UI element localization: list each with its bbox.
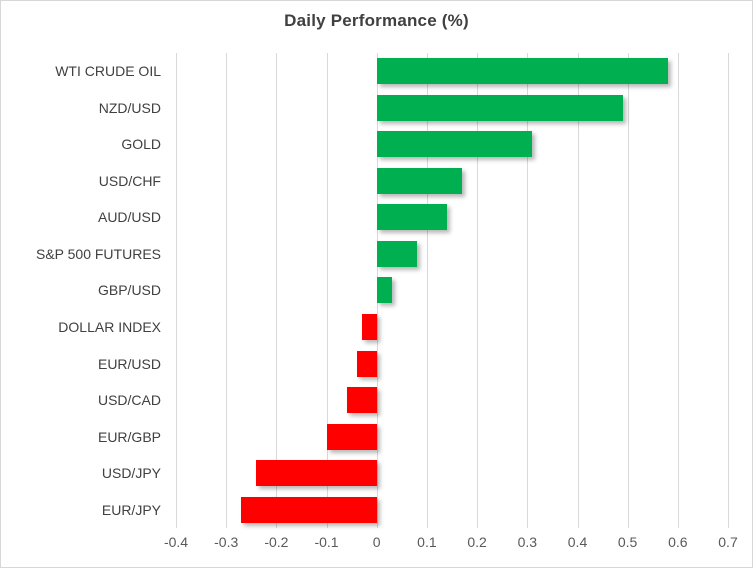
chart-title: Daily Performance (%) [284, 11, 469, 30]
bar-row [176, 345, 728, 382]
bar-row [176, 90, 728, 127]
bar-row [176, 382, 728, 419]
category-label: USD/CAD [97, 392, 161, 409]
value-axis: -0.4 -0.3 -0.2 -0.1 0 0.1 0.2 0.3 0.4 0.5 0.6 0.7 [164, 534, 738, 558]
bar-row [176, 309, 728, 346]
category-label: DOLLAR INDEX [58, 319, 161, 336]
gridline [627, 53, 629, 528]
performance-bar [361, 314, 377, 341]
bar-row [176, 455, 728, 492]
x-tick-label: 0.6 [668, 534, 688, 550]
gridline [426, 53, 428, 528]
gridline [477, 53, 479, 528]
gridline [577, 53, 579, 528]
x-tick-label: 0.1 [417, 534, 437, 550]
category-label: EUR/GBP [97, 428, 161, 445]
category-axis: WTI CRUDE OIL NZD/USD GOLD USD/CHF AUD/USD S&… [1, 53, 161, 528]
category-label: GOLD [121, 136, 161, 153]
performance-bar [376, 131, 533, 158]
bar-row [176, 418, 728, 455]
x-tick-label: 0.4 [567, 534, 588, 550]
gridline [527, 53, 529, 528]
gridline [728, 53, 729, 528]
bar-row [176, 163, 728, 200]
x-tick-label: 0.3 [517, 534, 538, 550]
plot-area [176, 53, 729, 529]
performance-bar [376, 58, 668, 85]
x-tick-label: 0 [372, 534, 381, 550]
bar-row [176, 272, 728, 309]
performance-bar [376, 240, 417, 267]
bar-row [176, 236, 728, 273]
gridline [677, 53, 679, 528]
performance-bar [376, 277, 392, 304]
performance-bar [346, 387, 377, 414]
category-label: NZD/USD [98, 99, 161, 116]
performance-bar [376, 204, 447, 231]
category-label: GBP/USD [97, 282, 161, 299]
x-tick-label: 0.5 [617, 534, 638, 550]
performance-bar [256, 460, 377, 487]
gridline [176, 53, 177, 528]
x-tick-label: 0.2 [467, 534, 487, 550]
gridline [326, 53, 328, 528]
bar-row [176, 199, 728, 236]
x-tick-label: -0.4 [163, 534, 189, 550]
category-label: S&P 500 FUTURES [35, 245, 161, 262]
category-label: EUR/JPY [101, 501, 161, 518]
performance-bar [326, 423, 377, 450]
x-tick-label: -0.2 [264, 534, 289, 550]
category-label: USD/CHF [98, 172, 161, 189]
performance-bar [376, 167, 462, 194]
x-tick-label: -0.3 [214, 534, 239, 550]
category-label: USD/JPY [101, 465, 161, 482]
gridline [226, 53, 228, 528]
performance-bar [356, 350, 377, 377]
category-label: AUD/USD [97, 209, 161, 226]
category-label: EUR/USD [97, 355, 161, 372]
gridline [276, 53, 278, 528]
performance-bar [376, 94, 623, 121]
category-label: WTI CRUDE OIL [55, 63, 161, 80]
x-tick-label: -0.1 [314, 534, 339, 550]
x-tick-label: 0.7 [718, 534, 738, 550]
bar-row [176, 126, 728, 163]
bar-row [176, 53, 728, 90]
bar-row [176, 492, 728, 529]
performance-bar [241, 496, 377, 523]
